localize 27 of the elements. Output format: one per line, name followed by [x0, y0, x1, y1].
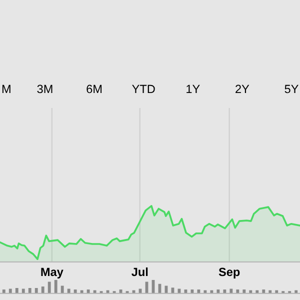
text: 1Y	[186, 84, 200, 94]
bar	[74, 289, 77, 294]
bar	[28, 288, 32, 294]
bar	[48, 282, 51, 294]
bar	[242, 289, 246, 294]
text: 6M	[86, 84, 102, 94]
bar	[236, 289, 240, 294]
bar	[216, 289, 220, 294]
bar	[2, 289, 6, 294]
x-tick-label: May	[41, 268, 64, 278]
bar	[15, 288, 18, 294]
bar	[41, 286, 44, 294]
bar	[197, 289, 200, 294]
text: 5Y	[284, 84, 298, 94]
bar	[34, 288, 38, 294]
text: M	[2, 84, 10, 94]
text: YTD	[132, 84, 155, 94]
bar	[223, 289, 226, 294]
text: 2Y	[236, 84, 250, 94]
bar	[262, 289, 266, 294]
x-tick-label: Sep	[218, 268, 240, 278]
x-tick-label: Jul	[132, 267, 148, 276]
bar	[190, 289, 194, 294]
bar	[54, 280, 58, 294]
text: 3M	[37, 84, 52, 94]
bar	[60, 286, 64, 294]
bar	[86, 289, 90, 294]
